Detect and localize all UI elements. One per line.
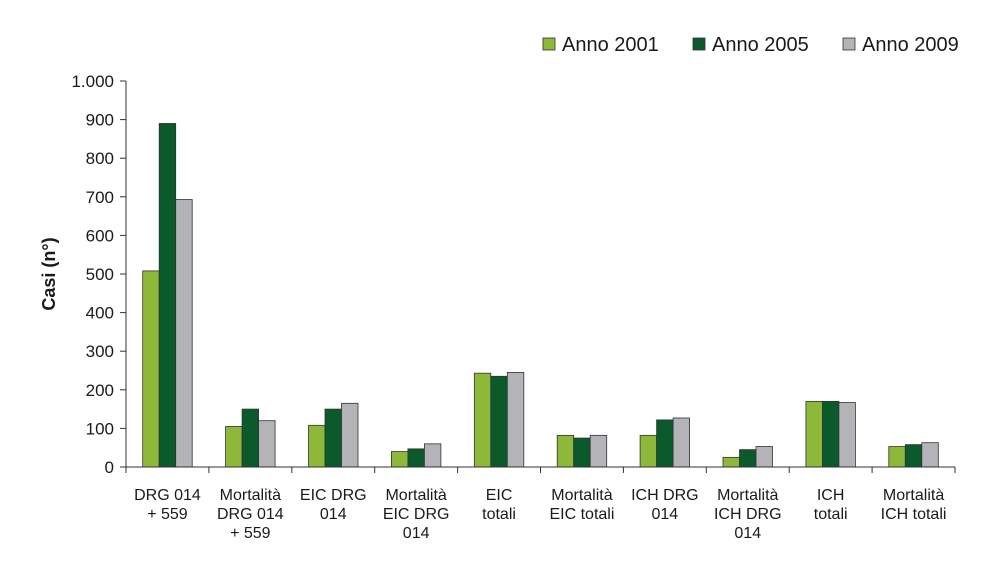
bar: [755, 446, 773, 468]
x-category-label-line: EIC totali: [549, 506, 614, 523]
x-category-label: ICH DRG 014: [631, 487, 699, 523]
bar: [390, 451, 409, 468]
bar: [888, 446, 906, 468]
x-category-label-line: Mortalità: [385, 487, 446, 504]
x-category-label: Mortalità DRG 014 + 559: [217, 487, 284, 542]
bar: [407, 448, 425, 468]
bar: [822, 400, 840, 468]
x-category-label-line: totali: [814, 506, 848, 523]
x-category-label-line: 014: [734, 525, 761, 542]
x-category-label: EIC totali: [482, 487, 516, 523]
bar: [739, 449, 757, 468]
bar: [921, 442, 939, 468]
bar: [556, 434, 575, 468]
x-category-label-line: ICH: [817, 487, 845, 504]
y-tick-label: 600: [86, 226, 114, 245]
y-tick-label: 800: [86, 149, 114, 168]
legend-swatch: [542, 37, 556, 51]
x-category-label-line: EIC DRG: [383, 506, 450, 523]
legend-swatch: [692, 37, 706, 51]
bar: [805, 400, 823, 468]
x-category-label-line: + 559: [147, 506, 188, 523]
x-category-label-line: Mortalità: [883, 487, 944, 504]
bar: [656, 419, 674, 468]
y-tick-label: 1.000: [71, 72, 114, 91]
x-category-label-line: DRG 014: [217, 506, 284, 523]
x-category-label-line: EIC DRG: [300, 487, 367, 504]
y-tick-label: 900: [86, 111, 114, 130]
x-category-label-line: ICH DRG: [714, 506, 782, 523]
y-axis: 0 100 200 300 400 500 600 700 800 900 1.000: [71, 72, 127, 477]
bar: [838, 402, 856, 468]
legend-label: Anno 2001: [562, 34, 659, 56]
x-category-label-line: DRG 014: [134, 487, 201, 504]
bar: [308, 424, 326, 468]
x-category-label: Mortalità EIC DRG 014: [383, 487, 450, 542]
bar: [324, 408, 342, 468]
bar: [341, 402, 359, 468]
y-tick-label: 700: [86, 188, 114, 207]
x-category-label-line: ICH DRG: [631, 487, 699, 504]
bar: [423, 443, 442, 468]
y-tick-label: 300: [86, 342, 114, 361]
x-category-label: Mortalità EIC totali: [549, 487, 614, 523]
legend-label: Anno 2009: [862, 34, 959, 56]
x-axis: DRG 014 + 559 Mortalità DRG 014 + 559 EIC DRG…: [125, 466, 956, 542]
bar: [158, 123, 177, 468]
x-category-label-line: ICH totali: [881, 506, 947, 523]
bar: [589, 434, 608, 468]
legend-swatch: [842, 37, 856, 51]
x-category-label-line: Mortalità: [717, 487, 778, 504]
x-category-label-line: Mortalità: [220, 487, 281, 504]
bar: [258, 420, 276, 468]
bar: [175, 199, 193, 468]
x-category-label: EIC DRG 014: [300, 487, 367, 523]
y-tick-label: 500: [86, 265, 114, 284]
x-category-label: ICH totali: [814, 487, 848, 523]
bar: [473, 372, 492, 468]
y-tick-label: 200: [86, 381, 114, 400]
x-category-label: DRG 014 + 559: [134, 487, 201, 523]
y-tick-label: 0: [105, 458, 114, 477]
x-category-label-line: totali: [482, 506, 516, 523]
y-axis-title: Casi (n°): [39, 237, 59, 310]
bar: [142, 270, 160, 468]
x-category-label-line: EIC: [486, 487, 513, 504]
legend-label: Anno 2005: [712, 34, 809, 56]
bar: [672, 417, 690, 468]
x-category-label-line: 014: [320, 506, 347, 523]
bar: [490, 375, 508, 468]
y-tick-label: 400: [86, 304, 114, 323]
bar: [904, 444, 923, 468]
x-category-label-line: Mortalità: [551, 487, 612, 504]
bar: [722, 456, 740, 468]
x-category-label-line: 014: [651, 506, 678, 523]
bar: [241, 408, 260, 468]
x-category-label-line: + 559: [230, 525, 271, 542]
bar: [506, 372, 525, 468]
x-category-label: Mortalità ICH DRG 014: [714, 487, 782, 542]
bar: [225, 426, 243, 468]
x-category-label: Mortalità ICH totali: [881, 487, 947, 523]
y-tick-label: 100: [86, 419, 114, 438]
legend: Anno 2001 Anno 2005 Anno 2009: [542, 34, 959, 56]
bars: [142, 123, 939, 468]
bar: [573, 437, 591, 468]
x-category-label-line: 014: [403, 525, 430, 542]
bar: [639, 434, 657, 468]
